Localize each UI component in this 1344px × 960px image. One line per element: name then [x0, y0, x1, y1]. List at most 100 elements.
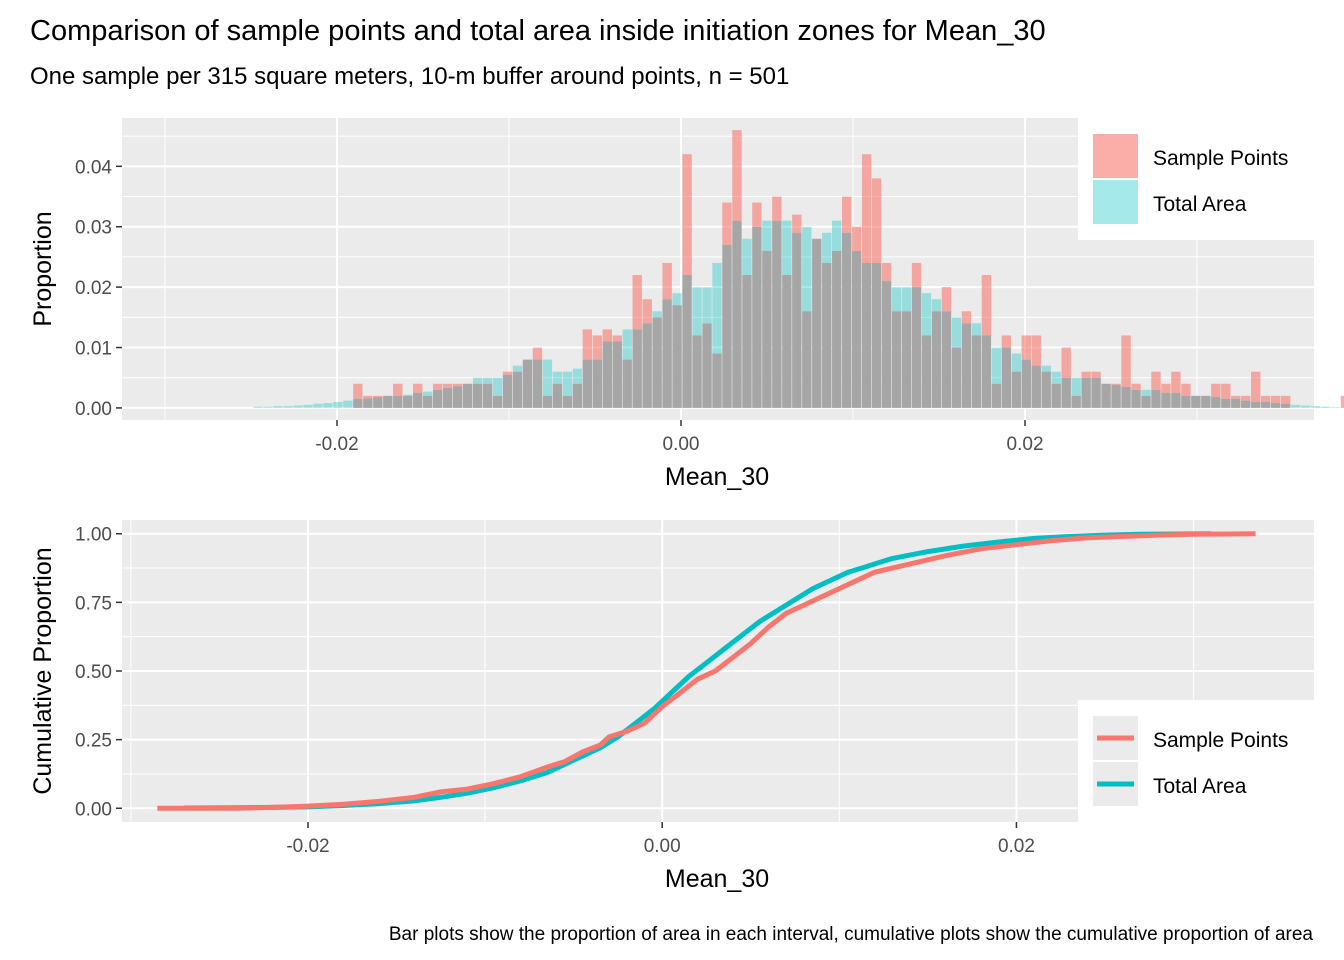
- cumulative-legend: Sample Points Total Area: [1078, 700, 1314, 822]
- histogram-bar-sample-points: [1151, 371, 1161, 390]
- chart-subtitle: One sample per 315 square meters, 10-m b…: [30, 63, 789, 90]
- histogram-bar-overlap: [403, 395, 413, 408]
- histogram-bar-sample-points: [662, 262, 672, 300]
- cumulative-y-tick-label: 0.00: [75, 799, 112, 820]
- histogram-bar-sample-points: [881, 262, 892, 282]
- histogram-bar-sample-points: [632, 275, 642, 330]
- cumulative-y-tick-label: 0.25: [75, 731, 112, 752]
- histogram-bar-overlap: [1121, 386, 1131, 408]
- histogram-bar-overlap: [373, 397, 383, 408]
- histogram-bar-total-area: [492, 377, 503, 396]
- histogram-bar-overlap: [472, 383, 483, 408]
- histogram-bar-sample-points: [1081, 371, 1091, 378]
- histogram-bar-overlap: [1071, 395, 1081, 408]
- histogram-bar-overlap: [1201, 395, 1211, 408]
- histogram-bar-overlap: [393, 395, 403, 408]
- histogram-bar-overlap: [911, 287, 922, 408]
- histogram-bar-total-area: [542, 359, 553, 396]
- cumulative-y-tick-label: 0.75: [75, 593, 112, 614]
- histogram-bar-total-area: [313, 403, 323, 408]
- histogram-bar-total-area: [273, 406, 283, 408]
- histogram-bar-total-area: [1320, 406, 1331, 408]
- histogram-bar-total-area: [293, 405, 303, 408]
- histogram-bar-sample-points: [582, 329, 593, 360]
- histogram-bar-overlap: [562, 395, 573, 408]
- histogram-bar-sample-points: [851, 226, 862, 251]
- histogram-bar-total-area: [1011, 353, 1021, 372]
- histogram-bar-overlap: [1221, 398, 1231, 408]
- histogram-bar-sample-points: [682, 154, 692, 276]
- histogram-bar-overlap: [582, 359, 593, 408]
- histogram-panel: -0.02 0.00 0.02 0.00 0.01 0.02 0.03 0.04 Mean_…: [29, 118, 1344, 491]
- histogram-bar-overlap: [1231, 398, 1241, 408]
- histogram-bar-sample-points: [981, 275, 992, 336]
- histogram-bar-sample-points: [911, 262, 922, 288]
- histogram-bar-overlap: [442, 387, 453, 408]
- histogram-bar-total-area: [712, 262, 722, 354]
- histogram-bar-sample-points: [1251, 371, 1261, 402]
- histogram-bar-overlap: [572, 383, 583, 408]
- histogram-bar-total-area: [1041, 365, 1051, 372]
- histogram-bar-total-area: [692, 287, 702, 336]
- histogram-bar-overlap: [782, 275, 792, 408]
- histogram-bar-overlap: [851, 250, 862, 408]
- histogram-bar-overlap: [822, 262, 832, 408]
- histogram-bar-overlap: [622, 359, 632, 408]
- histogram-bar-overlap: [1061, 377, 1071, 408]
- histogram-bar-sample-points: [442, 383, 453, 388]
- cumulative-x-ticks: -0.02 0.00 0.02: [286, 822, 1035, 857]
- histogram-bar-total-area: [1290, 404, 1301, 408]
- histogram-bar-total-area: [552, 371, 563, 384]
- histogram-bar-sample-points: [1221, 383, 1231, 399]
- histogram-bar-overlap: [861, 262, 872, 408]
- histogram-bar-total-area: [931, 299, 942, 312]
- histogram-bar-sample-points: [722, 202, 732, 245]
- histogram-bar-total-area: [323, 403, 333, 408]
- histogram-bar-sample-points: [1280, 395, 1291, 404]
- histogram-bar-total-area: [901, 287, 912, 312]
- histogram-bar-sample-points: [612, 335, 622, 342]
- cumulative-y-tick-label: 1.00: [75, 525, 112, 546]
- histogram-bar-total-area: [652, 311, 662, 318]
- histogram-bar-overlap: [462, 383, 473, 408]
- histogram-bar-sample-points: [1121, 335, 1131, 387]
- histogram-bar-sample-points: [1340, 395, 1344, 408]
- histogram-bar-total-area: [303, 404, 313, 408]
- histogram-bar-overlap: [1141, 395, 1151, 408]
- histogram-legend: Sample Points Total Area: [1078, 118, 1314, 240]
- histogram-y-tick-label: 0.04: [75, 157, 112, 178]
- histogram-bar-sample-points: [941, 287, 952, 312]
- histogram-bar-sample-points: [1231, 395, 1241, 399]
- histogram-bar-overlap: [383, 395, 393, 408]
- histogram-bar-total-area: [1300, 405, 1311, 408]
- histogram-bar-sample-points: [502, 371, 513, 375]
- histogram-bar-total-area: [253, 406, 263, 408]
- histogram-bar-overlap: [1091, 377, 1101, 408]
- histogram-bar-sample-points: [1181, 383, 1191, 396]
- histogram-bar-sample-points: [1001, 335, 1012, 348]
- histogram-bar-overlap: [1031, 365, 1041, 408]
- histogram-bar-sample-points: [432, 383, 443, 390]
- histogram-bar-overlap: [552, 383, 563, 408]
- histogram-bar-overlap: [502, 374, 513, 408]
- histogram-bar-overlap: [1131, 389, 1141, 408]
- histogram-x-tick-label: 0.00: [663, 434, 700, 455]
- histogram-bar-overlap: [1171, 392, 1181, 408]
- histogram-bar-overlap: [423, 395, 433, 408]
- histogram-bar-total-area: [921, 293, 932, 336]
- histogram-bar-overlap: [951, 347, 962, 408]
- histogram-bar-overlap: [732, 220, 742, 408]
- histogram-bar-sample-points: [792, 214, 802, 233]
- histogram-bar-overlap: [832, 250, 842, 408]
- cumulative-y-axis-title: Cumulative Proportion: [29, 547, 57, 794]
- cumulative-line-sample-points: [157, 531, 1256, 811]
- cumulative-legend-label-total-area: Total Area: [1153, 775, 1247, 798]
- histogram-bar-overlap: [642, 323, 652, 408]
- histogram-y-tick-label: 0.02: [75, 278, 112, 299]
- histogram-bar-overlap: [722, 244, 732, 408]
- histogram-bar-overlap: [612, 341, 622, 408]
- histogram-bar-sample-points: [1211, 383, 1221, 398]
- histogram-bar-overlap: [881, 281, 892, 408]
- histogram-bar-sample-points: [452, 383, 463, 387]
- histogram-bar-overlap: [1181, 395, 1191, 408]
